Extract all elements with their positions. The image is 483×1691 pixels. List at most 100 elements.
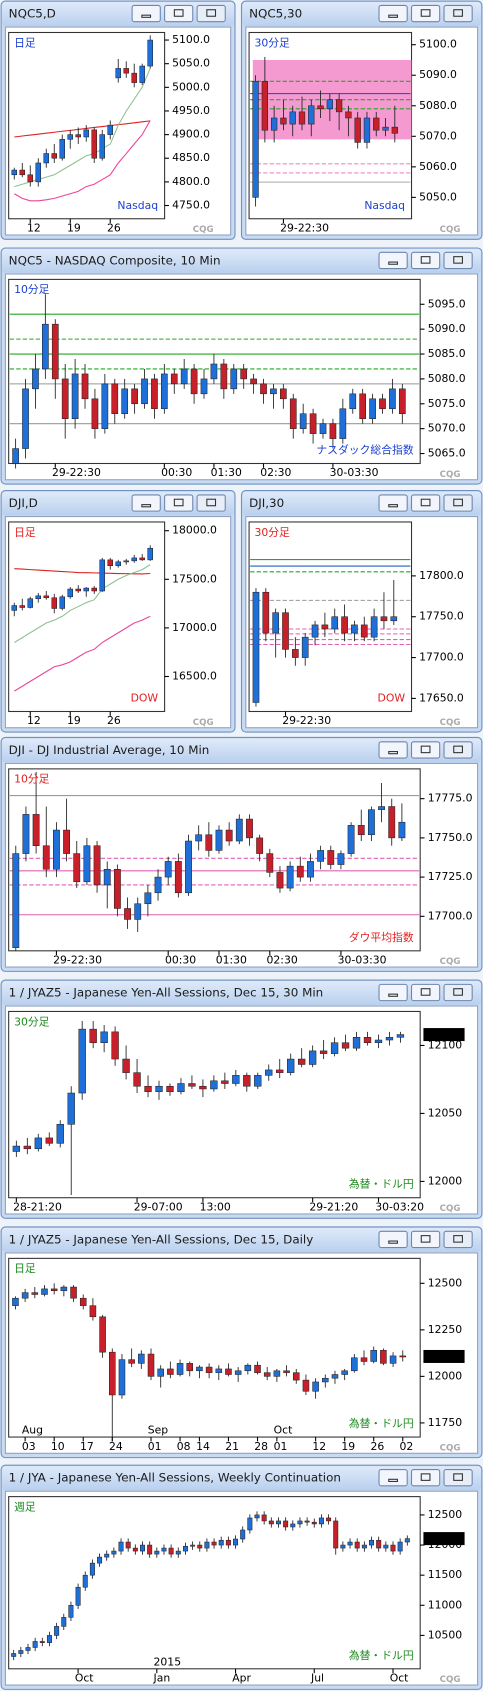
restore-button[interactable]: [410, 1468, 441, 1487]
window-title: DJI,D: [9, 496, 38, 510]
candle-body: [89, 1028, 97, 1044]
candle-body: [39, 1641, 45, 1643]
minimize-button[interactable]: [378, 494, 408, 512]
restore-glyph: [420, 1235, 431, 1243]
candle-body: [67, 134, 73, 140]
y-tick-label: 5100.0: [172, 33, 210, 46]
candle-body: [307, 861, 314, 878]
restore-button[interactable]: [410, 741, 441, 759]
window-title: 1 / JYA - Japanese Yen-All Sessions, Wee…: [9, 1471, 341, 1485]
minimize-button[interactable]: [378, 741, 408, 759]
y-tick-label: 17800.0: [419, 569, 464, 582]
minimize-button[interactable]: [378, 4, 408, 23]
candle-body: [91, 129, 97, 159]
candle-body: [97, 1556, 103, 1564]
x-tick-label: 00:30: [161, 466, 192, 479]
candle-body: [50, 1288, 58, 1292]
candle-body: [144, 892, 152, 905]
minimize-button[interactable]: [378, 1230, 408, 1249]
chart-note: 為替・ドル円: [349, 1416, 414, 1430]
close-button[interactable]: [443, 741, 473, 759]
close-button[interactable]: [196, 4, 226, 23]
chart-label: 日足: [14, 1262, 36, 1275]
y-tick-label: 17750.0: [419, 610, 464, 623]
y-tick-label: 11000: [428, 1598, 463, 1611]
minimize-button[interactable]: [378, 1468, 408, 1487]
candle-body: [186, 1363, 194, 1372]
candle-body: [79, 1297, 87, 1306]
window-title: DJI - DJ Industrial Average, 10 Min: [9, 743, 210, 757]
plot-area: [8, 1010, 421, 1199]
x-tick-label: 12: [27, 714, 41, 727]
candle-body: [35, 162, 42, 183]
y-tick-label: 5100.0: [419, 38, 457, 51]
close-button[interactable]: [443, 251, 473, 270]
y-tick-label: 5090.0: [419, 68, 457, 81]
restore-button[interactable]: [410, 4, 441, 23]
minimize-button[interactable]: [131, 4, 161, 23]
candle-body: [373, 117, 380, 131]
candle-body: [12, 1297, 19, 1306]
logo: CQG: [440, 1675, 461, 1685]
candle-body: [161, 1547, 167, 1552]
candle-body: [19, 605, 26, 608]
minimize-button[interactable]: [131, 494, 161, 512]
candle-body: [292, 1372, 300, 1381]
candle-body: [280, 117, 287, 125]
close-button[interactable]: [443, 4, 473, 23]
restore-button[interactable]: [410, 1230, 441, 1249]
candle-body: [380, 1350, 387, 1364]
candle-body: [113, 868, 121, 909]
candle-body: [42, 323, 49, 370]
candle-body: [327, 850, 335, 865]
minimize-button[interactable]: [378, 983, 408, 1002]
candle-body: [205, 834, 213, 851]
candle-body: [175, 1550, 181, 1555]
x-tick-label: Apr: [232, 1672, 251, 1685]
y-tick-label: 4750.0: [172, 199, 210, 212]
restore-button[interactable]: [410, 251, 441, 270]
chart-note: 為替・ドル円: [349, 1177, 414, 1191]
close-button[interactable]: [196, 494, 226, 512]
close-button[interactable]: [443, 1230, 473, 1249]
restore-button[interactable]: [164, 4, 194, 23]
y-tick-label: 17500.0: [172, 572, 217, 585]
x-period-label: Aug: [22, 1424, 43, 1437]
candle-body: [139, 65, 145, 83]
restore-glyph: [173, 498, 184, 507]
candle-body: [396, 1034, 405, 1038]
plot-area: [8, 768, 421, 952]
restore-button[interactable]: [410, 983, 441, 1002]
close-button[interactable]: [443, 494, 473, 512]
restore-button[interactable]: [410, 494, 441, 512]
restore-button[interactable]: [164, 494, 194, 512]
close-button[interactable]: [443, 983, 473, 1002]
minimize-glyph: [388, 14, 398, 18]
candle-body: [43, 595, 50, 599]
minimize-button[interactable]: [378, 251, 408, 270]
candle-body: [131, 557, 137, 562]
candle-body: [230, 368, 238, 390]
candle-body: [123, 560, 129, 563]
candle-body: [335, 99, 343, 113]
candle-body: [164, 861, 172, 878]
candle-body: [261, 1514, 267, 1522]
candle-body: [273, 1370, 281, 1377]
candle-body: [68, 1605, 74, 1618]
candle-body: [32, 814, 40, 847]
close-button[interactable]: [443, 1468, 473, 1487]
plot-area: [8, 521, 166, 713]
candle-body: [170, 373, 178, 385]
candle-body: [138, 1353, 145, 1364]
x-tick-label: 12: [27, 221, 41, 234]
x-tick-label: 29-22:30: [282, 714, 331, 727]
candle-body: [235, 818, 243, 842]
candle-body: [109, 1351, 116, 1396]
candle-body: [118, 1359, 126, 1396]
candle-body: [354, 117, 361, 143]
candle-body: [308, 1050, 317, 1065]
candle-body: [361, 1544, 367, 1549]
y-tick-label: 5090.0: [428, 322, 466, 335]
candle-body: [345, 111, 352, 119]
